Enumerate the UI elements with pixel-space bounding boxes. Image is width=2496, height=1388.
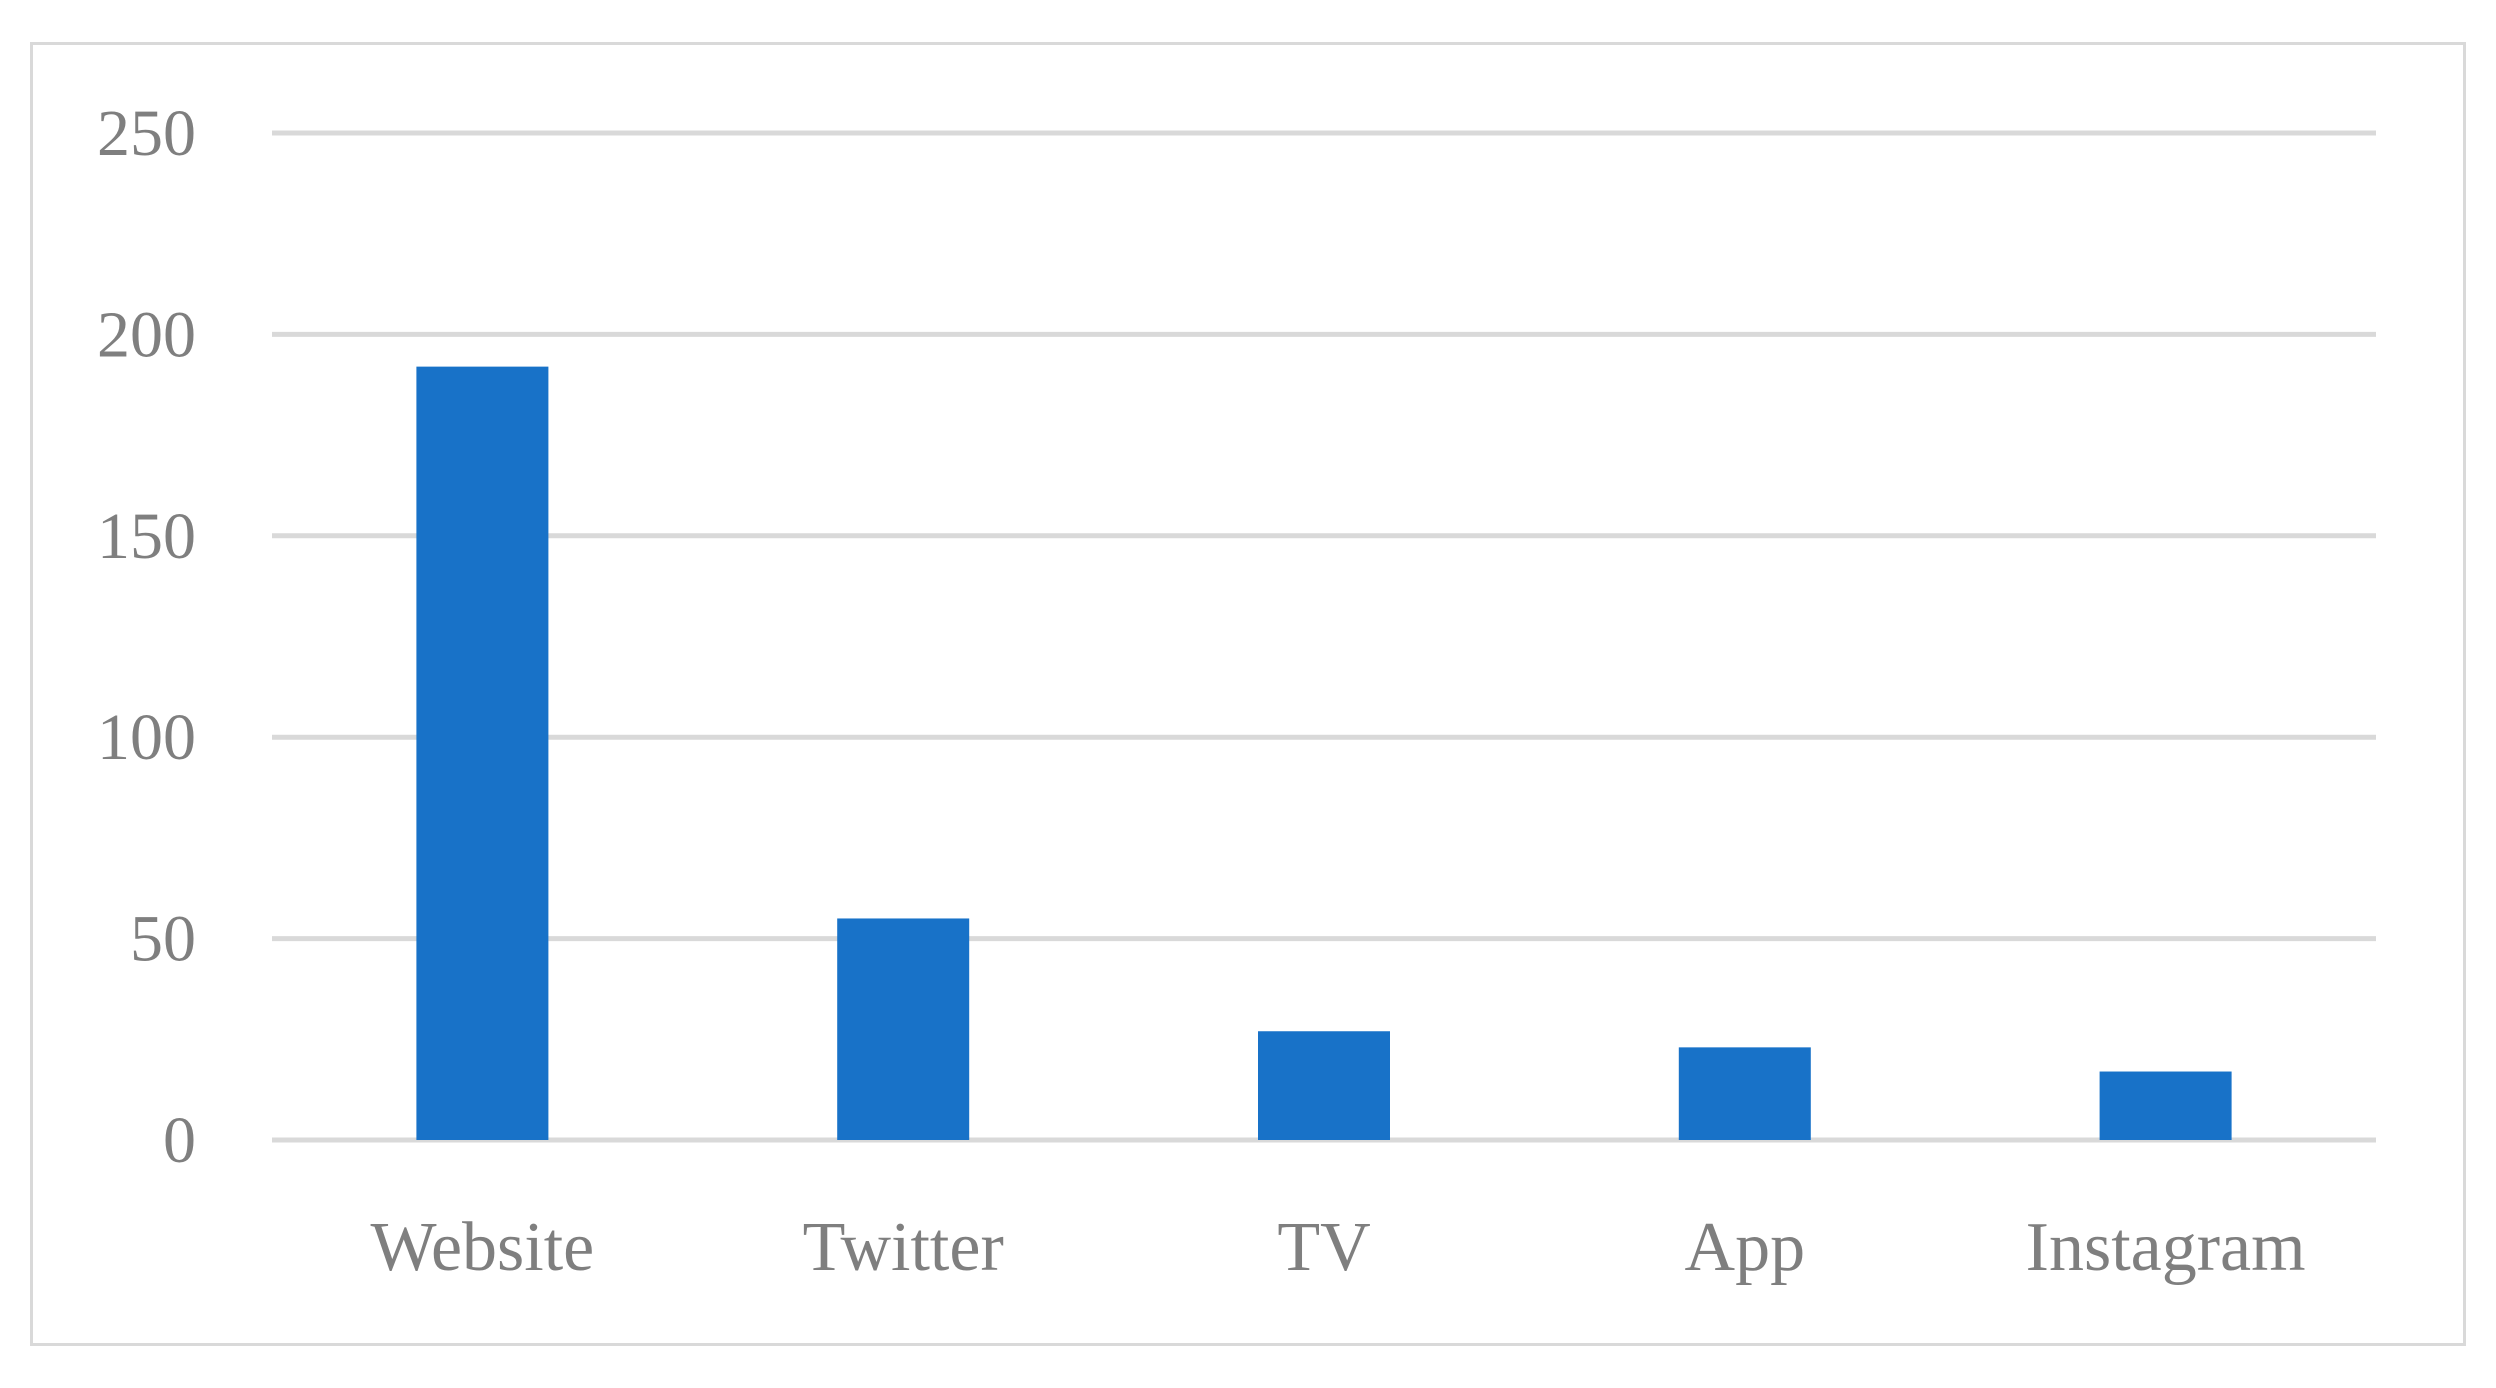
x-category-label: Twitter [803,1209,1004,1286]
x-category-label: App [1685,1209,1806,1286]
bar-website [416,366,549,1140]
y-tick-label: 250 [97,97,196,170]
y-tick-label: 200 [97,298,196,371]
bar-twitter [837,918,970,1140]
y-tick-label: 50 [130,903,196,976]
bars [416,366,2232,1140]
x-axis-category-labels: Website Twitter TV App Instagram [371,1209,2306,1286]
y-tick-label: 100 [97,701,196,774]
bar-app [1678,1047,1811,1140]
y-tick-label: 0 [163,1104,196,1177]
bar-tv [1258,1031,1390,1140]
y-tick-label: 150 [97,500,196,573]
bar-instagram [2099,1071,2232,1140]
x-category-label: TV [1277,1209,1370,1286]
gridlines [272,130,2376,1143]
x-category-label: Website [371,1209,595,1286]
y-axis-tick-labels: 0 50 100 150 200 250 [97,97,196,1177]
x-category-label: Instagram [2026,1209,2306,1286]
